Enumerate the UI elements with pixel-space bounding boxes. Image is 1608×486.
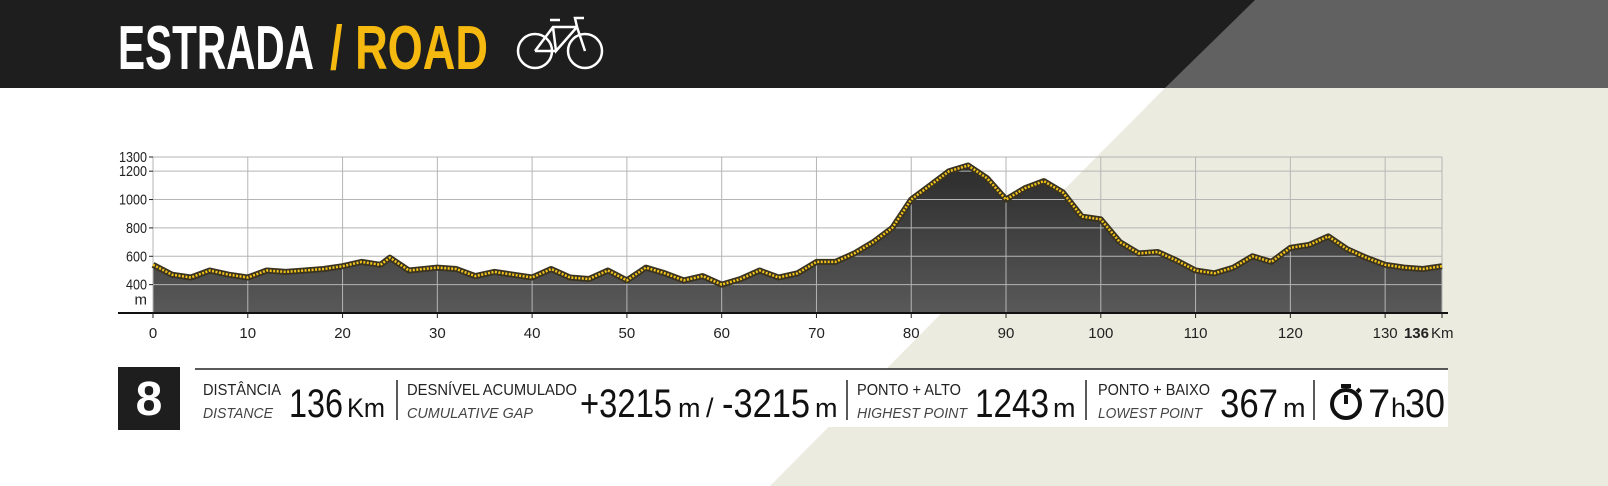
stat-sub: LOWEST POINT [1098, 405, 1204, 422]
stat-sub: DISTANCE [203, 405, 274, 422]
stat-unit: m [1283, 393, 1306, 423]
y-tick-label: 1300 [119, 149, 147, 166]
stat-value: 367 [1220, 382, 1278, 426]
stat-label: DISTÂNCIA [203, 380, 281, 399]
title-main: ESTRADA [118, 14, 314, 83]
stat-sub: HIGHEST POINT [857, 405, 969, 422]
x-tick-label: 80 [903, 325, 920, 342]
x-tick-label: 120 [1278, 325, 1303, 342]
stat-value: 136 [289, 382, 343, 426]
x-tick-label: 130 [1373, 325, 1398, 342]
y-tick-label: 400 [126, 277, 147, 294]
stat-unit: m [815, 393, 838, 423]
x-tick-label: 30 [429, 325, 446, 342]
elevation-line [152, 164, 1443, 286]
stat-label: PONTO + BAIXO [1098, 382, 1210, 399]
stat-separator: / [706, 393, 714, 423]
x-tick-label: 70 [808, 325, 825, 342]
x-tick-label: 136 [1404, 325, 1429, 342]
x-tick-label: 0 [149, 325, 157, 342]
stage-box [118, 367, 180, 430]
stat-value: +3215 [580, 382, 672, 426]
stat-sub: CUMULATIVE GAP [407, 405, 533, 422]
time-unit: h [1391, 393, 1406, 423]
x-tick-label: 60 [713, 325, 730, 342]
stat-label: DESNÍVEL ACUMULADO [407, 380, 577, 399]
x-tick-label: 40 [524, 325, 541, 342]
stat-unit: m [678, 393, 701, 423]
stat-unit: Km [347, 393, 385, 423]
stat-unit: m [1053, 393, 1076, 423]
x-tick-label: 90 [998, 325, 1015, 342]
stats-bar [195, 369, 1448, 427]
stopwatch-icon [1330, 384, 1362, 420]
x-tick-label: 20 [334, 325, 351, 342]
x-tick-label: 100 [1088, 325, 1113, 342]
stats: DISTÂNCIA DISTANCE 136 Km DESNÍVEL ACUMU… [203, 380, 1445, 426]
stage-number: 8 [136, 373, 163, 426]
y-tick-label: 800 [126, 220, 147, 237]
time-minutes: 30 [1405, 382, 1445, 426]
title-accent: / ROAD [330, 14, 488, 83]
y-tick-label: 600 [126, 248, 147, 265]
x-unit: Km [1431, 325, 1454, 342]
stat-label: PONTO + ALTO [857, 382, 961, 399]
x-tick-label: 110 [1184, 325, 1208, 342]
bike-icon [516, 16, 604, 70]
stat-value: -3215 [722, 382, 810, 426]
x-tick-label: 50 [619, 325, 636, 342]
header-accent [1165, 0, 1608, 88]
y-tick-label: 1000 [119, 192, 147, 209]
stat-value: 1243 [975, 382, 1049, 426]
y-unit: m [135, 292, 148, 309]
y-tick-label: 1200 [119, 163, 147, 180]
time-hours: 7 [1368, 382, 1390, 426]
x-tick-label: 10 [239, 325, 256, 342]
